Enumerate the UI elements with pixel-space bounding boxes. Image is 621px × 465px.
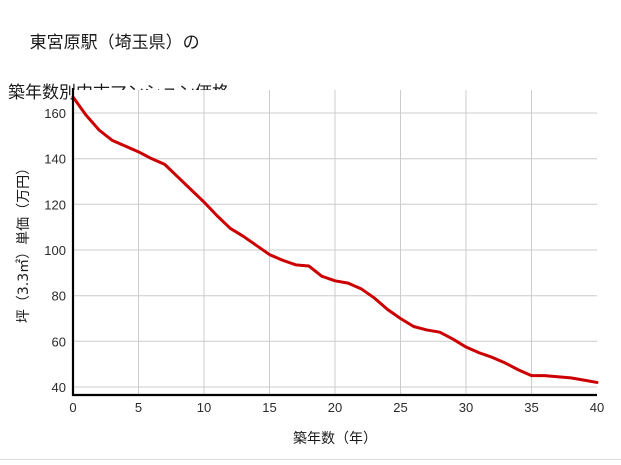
y-axis-tick-labels: 40 60 80 100 120 140 160 (44, 106, 66, 395)
x-axis-title: 築年数（年） (293, 431, 377, 447)
x-tick-label: 5 (135, 400, 142, 415)
x-tick-label: 20 (328, 400, 342, 415)
bottom-divider (0, 459, 621, 460)
x-tick-label: 30 (459, 400, 473, 415)
x-axis-tick-labels: 0 5 10 15 20 25 30 35 40 (69, 400, 604, 415)
y-tick-label: 140 (44, 152, 66, 167)
y-tick-label: 60 (52, 334, 66, 349)
y-tick-label: 40 (52, 380, 66, 395)
chart-title-line-1: 東宮原駅（埼玉県）の (29, 33, 200, 53)
y-tick-label: 160 (44, 106, 66, 121)
x-tick-label: 40 (590, 400, 604, 415)
y-axis-title: 坪（3.3㎡）単価（万円） (16, 161, 32, 323)
x-tick-label: 15 (262, 400, 276, 415)
y-tick-label: 100 (44, 243, 66, 258)
price-line-series (71, 95, 599, 384)
x-gridlines (138, 90, 532, 395)
x-tick-label: 35 (524, 400, 538, 415)
y-tick-label: 120 (44, 197, 66, 212)
x-tick-label: 25 (393, 400, 407, 415)
y-tick-label: 80 (52, 289, 66, 304)
x-tick-label: 0 (69, 400, 76, 415)
x-tick-label: 10 (197, 400, 211, 415)
